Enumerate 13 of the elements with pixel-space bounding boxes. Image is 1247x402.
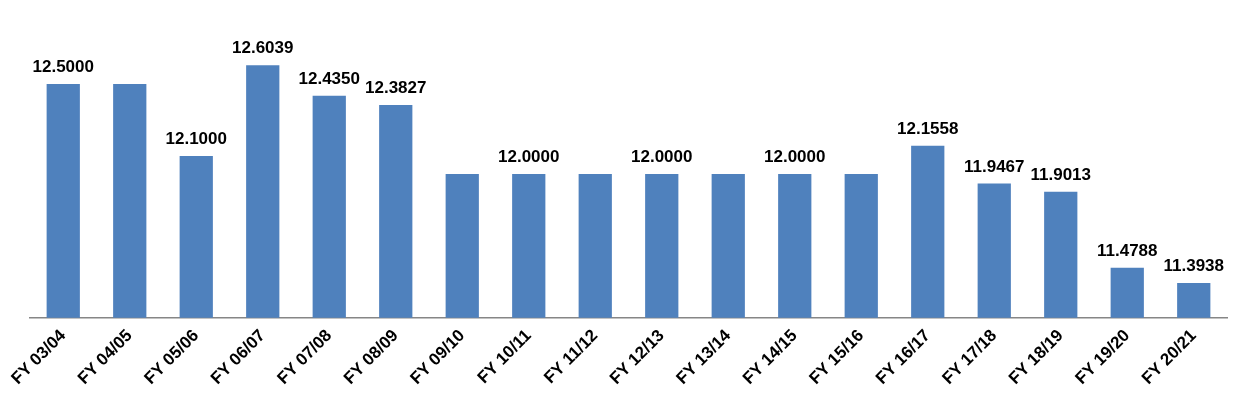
- data-label: 12.6039: [232, 38, 294, 58]
- data-label: 12.4350: [298, 68, 360, 88]
- data-label: 12.1000: [165, 129, 227, 149]
- data-label: 12.1558: [897, 119, 959, 139]
- data-label: 11.3938: [1163, 256, 1225, 276]
- data-label: 12.0000: [498, 147, 560, 167]
- data-label: 12.3827: [365, 78, 427, 98]
- data-label: 12.5000: [32, 57, 94, 77]
- data-label: 12.0000: [764, 147, 826, 167]
- data-label: 11.4788: [1096, 240, 1158, 260]
- data-label: 11.9467: [963, 156, 1025, 176]
- data-label: 12.0000: [631, 147, 693, 167]
- data-label: 11.9013: [1030, 164, 1092, 184]
